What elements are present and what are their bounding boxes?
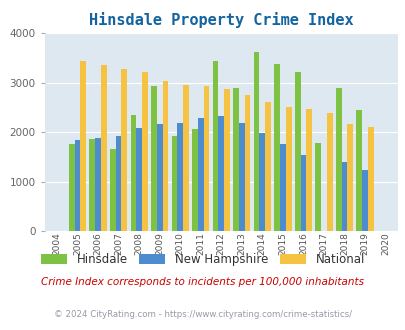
Bar <box>192 129 197 231</box>
Bar <box>305 109 311 231</box>
Bar <box>142 72 147 231</box>
Bar <box>89 139 95 231</box>
Bar <box>75 140 80 231</box>
Bar <box>315 144 320 231</box>
Bar <box>171 136 177 231</box>
Bar <box>69 145 75 231</box>
Bar <box>232 88 238 231</box>
Bar <box>253 52 259 231</box>
Bar <box>264 102 270 231</box>
Bar <box>244 95 250 231</box>
Bar <box>156 124 162 231</box>
Bar <box>274 64 279 231</box>
Bar <box>212 61 218 231</box>
Text: Crime Index corresponds to incidents per 100,000 inhabitants: Crime Index corresponds to incidents per… <box>41 278 364 287</box>
Bar <box>95 138 101 231</box>
Bar <box>238 123 244 231</box>
Bar <box>203 86 209 231</box>
Bar <box>162 81 168 231</box>
Bar <box>224 89 229 231</box>
Text: © 2024 CityRating.com - https://www.cityrating.com/crime-statistics/: © 2024 CityRating.com - https://www.city… <box>54 310 351 319</box>
Bar <box>121 69 127 231</box>
Bar <box>115 136 121 231</box>
Bar <box>300 155 305 231</box>
Bar <box>279 144 285 231</box>
Bar <box>218 116 224 231</box>
Bar <box>347 124 352 231</box>
Bar <box>80 61 86 231</box>
Legend: Hinsdale, New Hampshire, National: Hinsdale, New Hampshire, National <box>36 248 369 271</box>
Bar <box>110 149 115 231</box>
Bar <box>259 133 264 231</box>
Title: Hinsdale Property Crime Index: Hinsdale Property Crime Index <box>89 12 353 28</box>
Bar <box>197 118 203 231</box>
Bar <box>285 107 291 231</box>
Bar <box>341 162 347 231</box>
Bar <box>151 86 156 231</box>
Bar <box>335 88 341 231</box>
Bar <box>101 65 107 231</box>
Bar <box>326 113 332 231</box>
Bar <box>130 115 136 231</box>
Bar <box>183 85 188 231</box>
Bar <box>294 72 300 231</box>
Bar <box>361 170 367 231</box>
Bar <box>136 128 142 231</box>
Bar <box>177 123 183 231</box>
Bar <box>356 110 361 231</box>
Bar <box>367 127 373 231</box>
